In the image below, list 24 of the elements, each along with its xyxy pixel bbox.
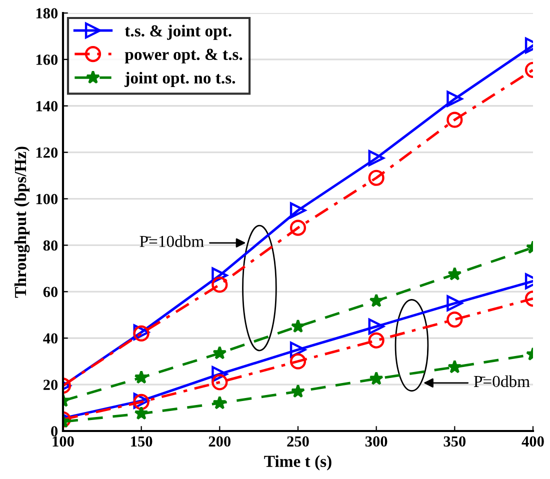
y-tick-label: 80	[43, 240, 58, 251]
x-axis-title: Time t (s)	[264, 455, 332, 470]
y-tick-label: 40	[43, 333, 58, 344]
legend-label: power opt. & t.s.	[124, 48, 242, 64]
x-tick-label: 250	[287, 436, 309, 447]
y-axis-title: Throughput (bps/Hz)	[14, 146, 30, 298]
legend-label: joint opt. no t.s.	[124, 72, 236, 87]
annotation: P̄=0dbm	[474, 375, 530, 388]
x-tick-label: 400	[522, 436, 544, 447]
x-tick-label: 100	[52, 436, 74, 447]
annotation: P̄=10dbm	[140, 235, 204, 248]
y-tick-label: 140	[36, 101, 58, 112]
x-tick-label: 350	[444, 436, 466, 447]
y-tick-label: 160	[36, 54, 58, 65]
x-tick-label: 200	[208, 436, 231, 447]
x-tick-label: 150	[131, 436, 152, 447]
y-tick-label: 120	[36, 147, 58, 158]
y-tick-label: 20	[44, 380, 58, 390]
legend-label: t.s. & joint opt.	[124, 24, 232, 40]
y-tick-label: 60	[43, 286, 58, 298]
y-tick-label: 180	[36, 8, 58, 18]
x-tick-label: 300	[365, 436, 388, 447]
y-tick-label: 100	[36, 194, 58, 204]
y-tick-label: 0	[51, 426, 58, 436]
